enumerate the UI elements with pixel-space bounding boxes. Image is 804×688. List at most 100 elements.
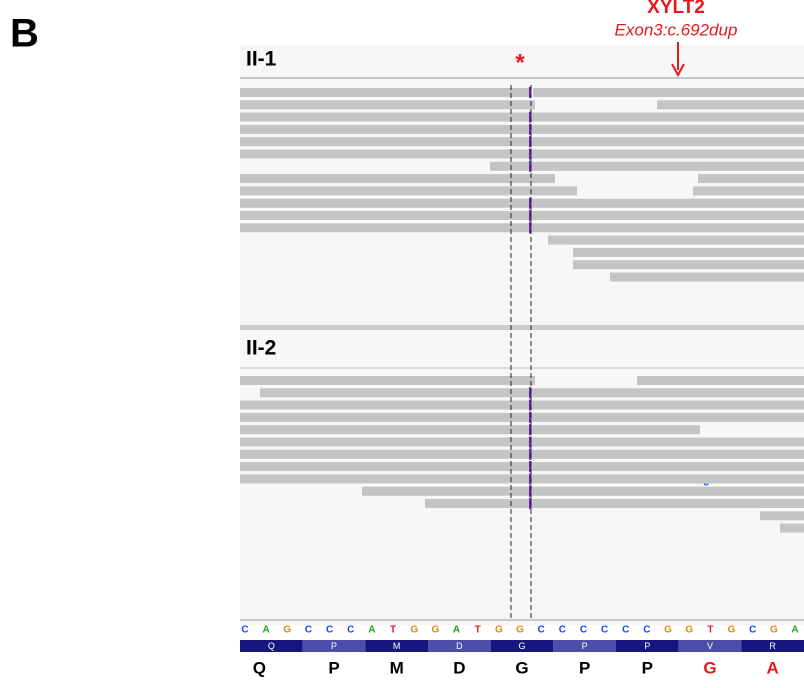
read <box>530 474 804 483</box>
read <box>240 376 535 385</box>
read <box>260 388 530 397</box>
read <box>573 248 804 257</box>
aa-label: Q <box>268 641 275 651</box>
protein-letter: P <box>642 658 653 677</box>
read <box>240 199 530 208</box>
base: G <box>431 625 439 636</box>
aa-label: M <box>393 641 401 651</box>
base: A <box>368 625 375 636</box>
read <box>240 401 530 410</box>
base: C <box>241 625 248 636</box>
protein-letter: P <box>579 658 590 677</box>
read <box>240 113 530 122</box>
protein-letter: G <box>515 658 528 677</box>
read <box>530 199 804 208</box>
protein-letter: P <box>328 658 339 677</box>
base: C <box>749 625 756 636</box>
base: G <box>283 625 291 636</box>
read <box>533 88 804 97</box>
protein-letter: A <box>767 658 779 677</box>
base: C <box>559 625 566 636</box>
read <box>530 487 804 496</box>
aa-label: P <box>331 641 337 651</box>
protein-letter: Q <box>253 658 266 677</box>
read <box>240 462 530 471</box>
base: G <box>410 625 418 636</box>
read <box>240 100 535 109</box>
read <box>240 223 530 232</box>
track-label: II-2 <box>246 337 276 360</box>
base: C <box>305 625 312 636</box>
base: A <box>453 625 460 636</box>
read <box>693 186 804 195</box>
base: A <box>263 625 270 636</box>
read <box>780 524 804 533</box>
read <box>530 150 804 159</box>
base: T <box>707 625 713 636</box>
read <box>240 425 530 434</box>
read <box>530 162 804 171</box>
aa-label: R <box>769 641 776 651</box>
base: C <box>622 625 629 636</box>
read <box>573 260 804 269</box>
base: G <box>728 625 736 636</box>
marker: * <box>515 49 525 76</box>
read <box>240 88 530 97</box>
read <box>637 376 804 385</box>
base: A <box>791 625 798 636</box>
panel-label: B <box>10 12 39 56</box>
base: C <box>347 625 354 636</box>
base: G <box>664 625 672 636</box>
read <box>530 388 804 397</box>
read <box>490 162 530 171</box>
read <box>425 499 530 508</box>
base: C <box>326 625 333 636</box>
read <box>657 100 804 109</box>
read <box>760 511 804 520</box>
read <box>530 137 804 146</box>
track-divider <box>240 325 804 330</box>
base: G <box>495 625 503 636</box>
variant-label: Exon3:c.692dup <box>615 20 738 39</box>
base: C <box>601 625 608 636</box>
read <box>530 211 804 220</box>
read <box>530 462 804 471</box>
aa-label: G <box>518 641 525 651</box>
read <box>530 450 804 459</box>
aa-label: V <box>707 641 713 651</box>
protein-letter: M <box>390 658 404 677</box>
read <box>548 236 804 245</box>
aa-label: P <box>644 641 650 651</box>
read <box>530 413 804 422</box>
read <box>240 137 530 146</box>
read <box>240 413 530 422</box>
gene-name: XYLT2 <box>647 0 705 18</box>
base: C <box>580 625 587 636</box>
read <box>530 425 700 434</box>
read <box>240 125 530 134</box>
read <box>530 499 804 508</box>
read <box>240 450 530 459</box>
read <box>240 186 577 195</box>
aa-label: P <box>582 641 588 651</box>
figure: B XYLT2 Exon3:c.692dup * II-1 II-2 c CAG… <box>0 0 804 683</box>
aa-label: D <box>456 641 463 651</box>
read <box>240 474 530 483</box>
read <box>610 273 804 282</box>
read <box>530 401 804 410</box>
read <box>530 113 804 122</box>
read <box>240 150 530 159</box>
base: G <box>685 625 693 636</box>
read <box>240 211 530 220</box>
protein-letter: D <box>453 658 465 677</box>
read <box>530 125 804 134</box>
read <box>240 174 555 183</box>
read <box>698 174 804 183</box>
read <box>530 438 804 447</box>
base: G <box>516 625 524 636</box>
track-label: II-1 <box>246 48 277 71</box>
read <box>240 438 530 447</box>
base: G <box>770 625 778 636</box>
base: T <box>390 625 396 636</box>
base: T <box>475 625 481 636</box>
